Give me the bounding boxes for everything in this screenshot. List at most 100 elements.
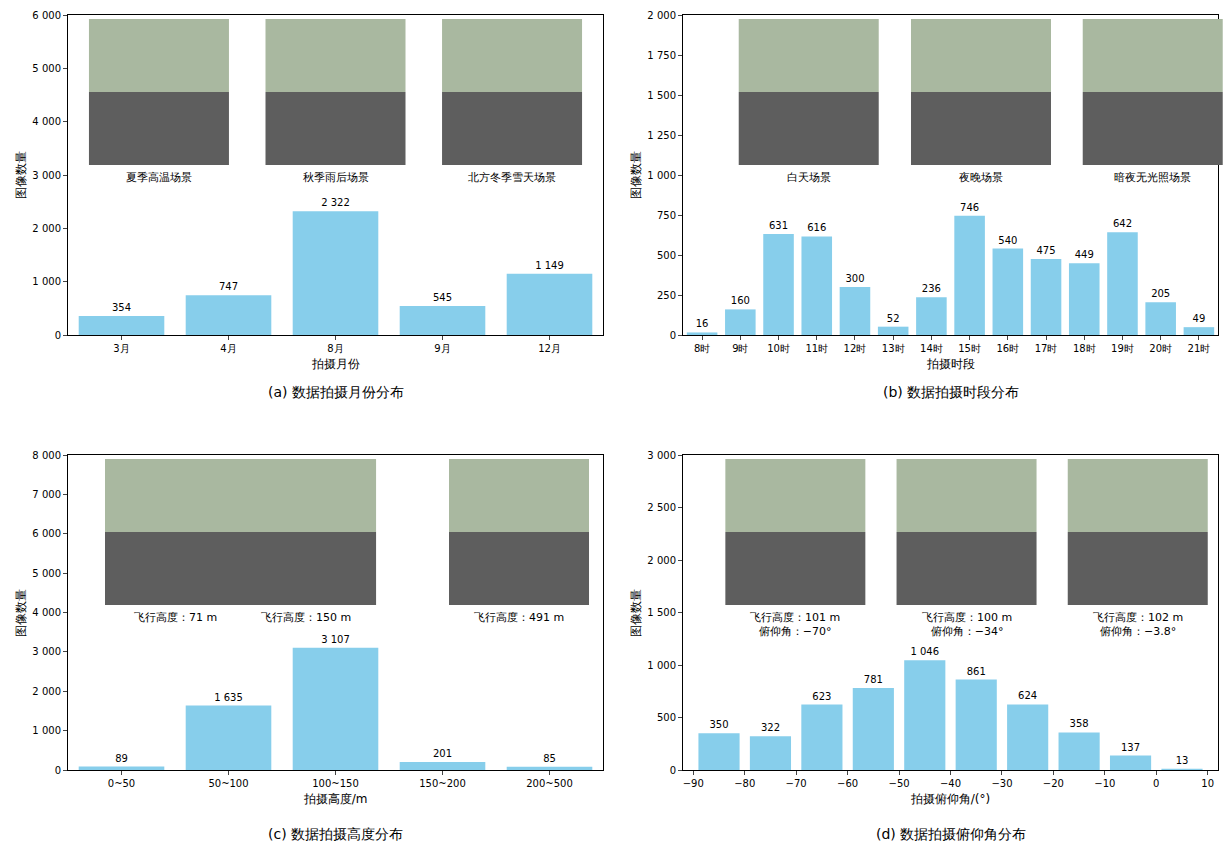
svg-text:160: 160 <box>731 295 750 306</box>
svg-text:150~200: 150~200 <box>419 778 466 789</box>
svg-text:2 500: 2 500 <box>647 502 676 513</box>
svg-text:623: 623 <box>812 691 831 702</box>
svg-text:1 250: 1 250 <box>647 130 676 141</box>
svg-text:3 000: 3 000 <box>647 450 676 461</box>
svg-text:2 000: 2 000 <box>32 223 61 234</box>
svg-text:8时: 8时 <box>694 343 710 354</box>
svg-text:图像数量: 图像数量 <box>629 589 643 637</box>
svg-text:暗夜无光照场景: 暗夜无光照场景 <box>1114 171 1191 184</box>
svg-text:飞行高度：100 m俯仰角：−34°: 飞行高度：100 m俯仰角：−34° <box>922 611 1012 638</box>
svg-text:616: 616 <box>807 222 826 233</box>
svg-text:750: 750 <box>657 210 676 221</box>
svg-text:545: 545 <box>433 292 452 303</box>
svg-text:−30: −30 <box>991 778 1012 789</box>
svg-text:−10: −10 <box>1094 778 1115 789</box>
svg-text:14时: 14时 <box>920 343 943 354</box>
svg-text:−60: −60 <box>837 778 858 789</box>
svg-text:631: 631 <box>769 220 788 231</box>
svg-text:18时: 18时 <box>1073 343 1096 354</box>
svg-text:3 000: 3 000 <box>32 646 61 657</box>
svg-text:1 000: 1 000 <box>647 170 676 181</box>
svg-text:拍摄俯仰角/(°): 拍摄俯仰角/(°) <box>910 792 990 806</box>
svg-text:500: 500 <box>657 712 676 723</box>
svg-text:秋季雨后场景: 秋季雨后场景 <box>303 171 369 184</box>
svg-text:飞行高度：102 m俯仰角：−3.8°: 飞行高度：102 m俯仰角：−3.8° <box>1093 611 1183 638</box>
svg-text:(d) 数据拍摄俯仰角分布: (d) 数据拍摄俯仰角分布 <box>876 826 1026 842</box>
svg-text:50~100: 50~100 <box>208 778 248 789</box>
svg-text:(a) 数据拍摄月份分布: (a) 数据拍摄月份分布 <box>268 384 404 400</box>
svg-text:16: 16 <box>696 318 709 329</box>
svg-text:图像数量: 图像数量 <box>14 151 28 199</box>
svg-text:拍摄高度/m: 拍摄高度/m <box>303 792 368 806</box>
svg-text:100~150: 100~150 <box>312 778 359 789</box>
svg-text:10时: 10时 <box>767 343 790 354</box>
svg-text:10: 10 <box>1201 778 1214 789</box>
svg-text:0: 0 <box>55 765 61 776</box>
svg-text:飞行高度：491 m: 飞行高度：491 m <box>474 611 564 624</box>
svg-text:350: 350 <box>709 719 728 730</box>
svg-text:354: 354 <box>112 302 131 313</box>
svg-text:52: 52 <box>887 313 900 324</box>
svg-text:−50: −50 <box>889 778 910 789</box>
svg-text:4 000: 4 000 <box>32 607 61 618</box>
svg-text:3 107: 3 107 <box>321 634 350 645</box>
svg-text:0: 0 <box>55 330 61 341</box>
svg-text:−20: −20 <box>1043 778 1064 789</box>
svg-text:4月: 4月 <box>220 343 236 354</box>
svg-text:89: 89 <box>115 753 128 764</box>
svg-text:17时: 17时 <box>1035 343 1058 354</box>
svg-text:−80: −80 <box>734 778 755 789</box>
svg-text:飞行高度：71 m: 飞行高度：71 m <box>134 611 217 624</box>
svg-text:624: 624 <box>1018 690 1037 701</box>
svg-text:201: 201 <box>433 748 452 759</box>
svg-text:781: 781 <box>864 674 883 685</box>
svg-text:642: 642 <box>1113 218 1132 229</box>
svg-text:746: 746 <box>960 202 979 213</box>
svg-text:5 000: 5 000 <box>32 63 61 74</box>
svg-text:475: 475 <box>1036 245 1055 256</box>
svg-text:21时: 21时 <box>1188 343 1211 354</box>
svg-text:49: 49 <box>1193 313 1206 324</box>
svg-text:11时: 11时 <box>805 343 828 354</box>
svg-text:861: 861 <box>967 666 986 677</box>
svg-text:449: 449 <box>1075 249 1094 260</box>
svg-text:飞行高度：150 m: 飞行高度：150 m <box>261 611 351 624</box>
svg-text:300: 300 <box>845 273 864 284</box>
svg-text:13时: 13时 <box>882 343 905 354</box>
svg-text:夏季高温场景: 夏季高温场景 <box>126 171 192 184</box>
svg-text:2 000: 2 000 <box>647 555 676 566</box>
svg-text:北方冬季雪天场景: 北方冬季雪天场景 <box>468 171 556 184</box>
svg-text:8 000: 8 000 <box>32 450 61 461</box>
svg-text:85: 85 <box>543 753 556 764</box>
svg-text:250: 250 <box>657 290 676 301</box>
svg-text:2 000: 2 000 <box>32 686 61 697</box>
svg-text:1 000: 1 000 <box>32 725 61 736</box>
svg-text:200~500: 200~500 <box>526 778 573 789</box>
svg-text:−40: −40 <box>940 778 961 789</box>
svg-text:236: 236 <box>922 283 941 294</box>
svg-text:3月: 3月 <box>113 343 129 354</box>
svg-text:747: 747 <box>219 281 238 292</box>
svg-text:7 000: 7 000 <box>32 489 61 500</box>
svg-text:20时: 20时 <box>1149 343 1172 354</box>
svg-text:9月: 9月 <box>434 343 450 354</box>
svg-text:1 635: 1 635 <box>214 692 243 703</box>
svg-text:飞行高度：101 m俯仰角：−70°: 飞行高度：101 m俯仰角：−70° <box>750 611 840 638</box>
svg-text:205: 205 <box>1151 288 1170 299</box>
svg-text:0: 0 <box>670 765 676 776</box>
svg-text:12月: 12月 <box>538 343 561 354</box>
svg-text:白天场景: 白天场景 <box>787 171 831 184</box>
svg-text:15时: 15时 <box>958 343 981 354</box>
svg-text:1 500: 1 500 <box>647 90 676 101</box>
svg-text:拍摄月份: 拍摄月份 <box>311 357 360 371</box>
svg-text:1 046: 1 046 <box>910 646 939 657</box>
svg-text:夜晚场景: 夜晚场景 <box>959 171 1003 184</box>
svg-text:2 322: 2 322 <box>321 197 350 208</box>
svg-text:(c) 数据拍摄高度分布: (c) 数据拍摄高度分布 <box>268 826 403 842</box>
svg-text:0: 0 <box>670 330 676 341</box>
svg-text:1 750: 1 750 <box>647 50 676 61</box>
svg-text:1 149: 1 149 <box>535 260 564 271</box>
svg-text:1 000: 1 000 <box>647 660 676 671</box>
svg-text:5 000: 5 000 <box>32 568 61 579</box>
svg-text:12时: 12时 <box>844 343 867 354</box>
